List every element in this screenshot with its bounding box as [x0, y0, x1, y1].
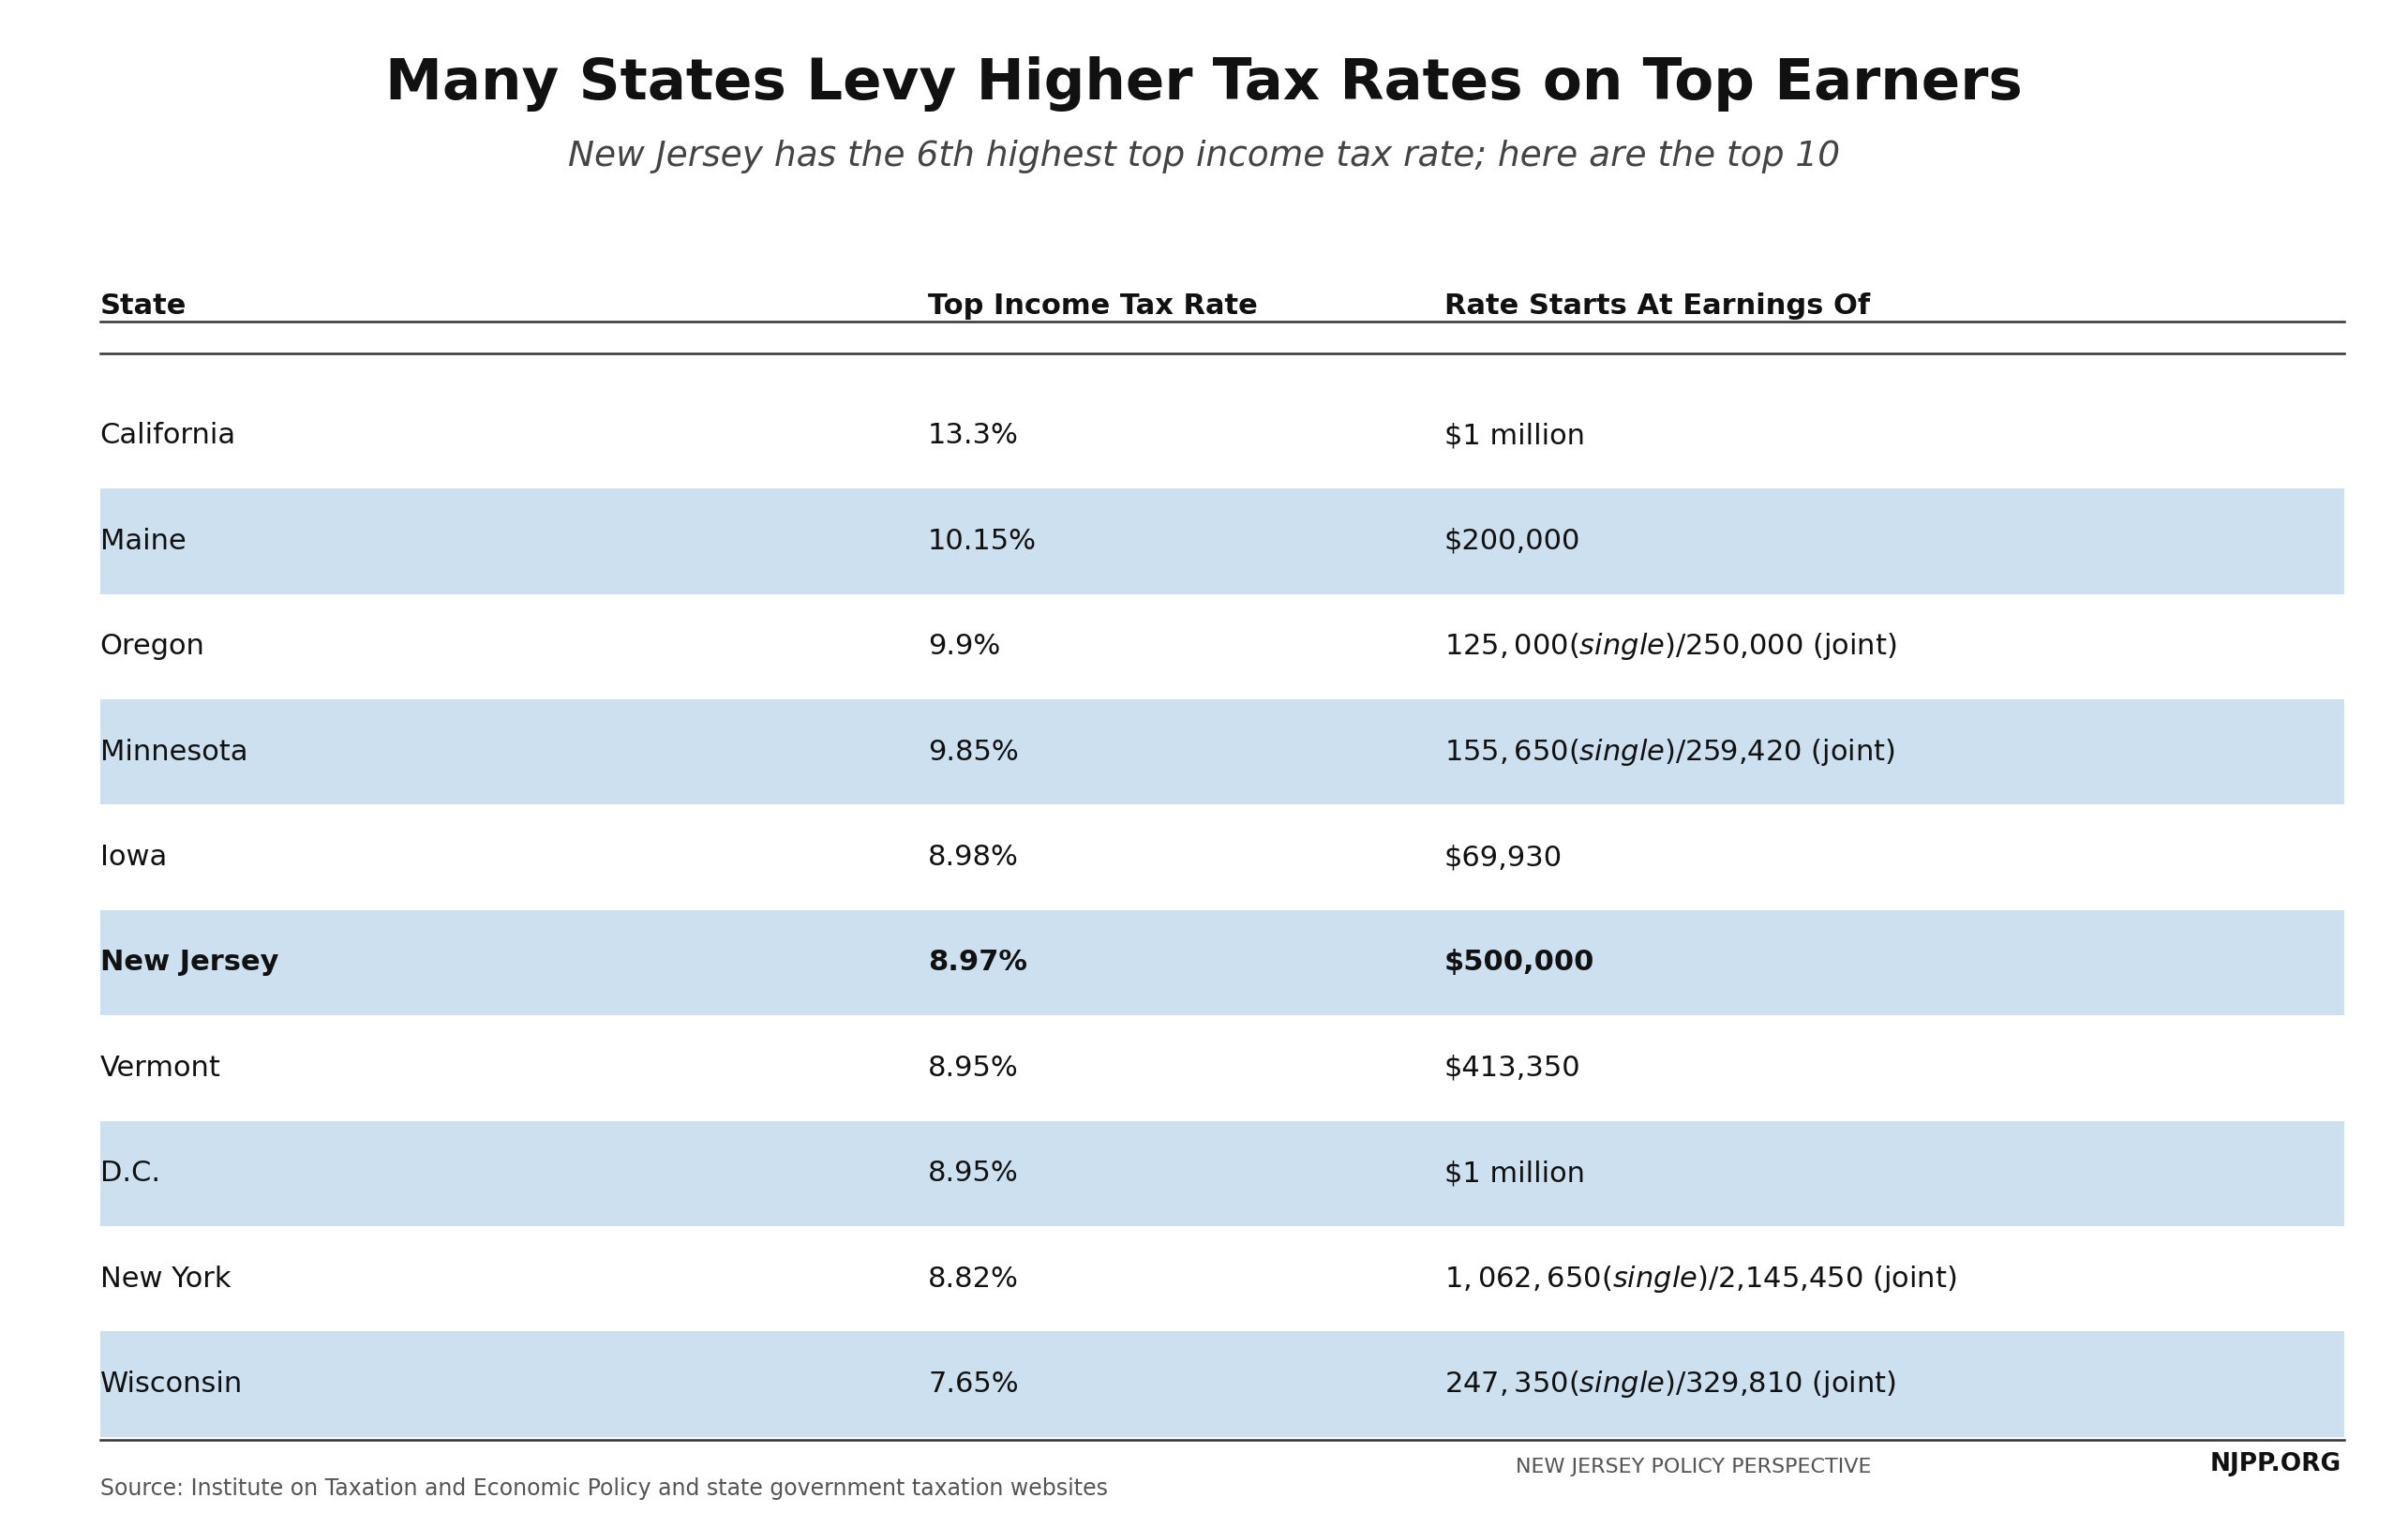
- Text: $1 million: $1 million: [1445, 1160, 1584, 1188]
- FancyBboxPatch shape: [99, 1121, 2343, 1226]
- Text: D.C.: D.C.: [99, 1160, 159, 1188]
- Text: New York: New York: [99, 1265, 231, 1292]
- FancyBboxPatch shape: [99, 489, 2343, 595]
- Text: New Jersey: New Jersey: [99, 949, 279, 976]
- Text: State: State: [99, 294, 185, 319]
- Text: $247,350 (single)/$329,810 (joint): $247,350 (single)/$329,810 (joint): [1445, 1369, 1895, 1400]
- Text: 8.82%: 8.82%: [927, 1265, 1019, 1292]
- Text: California: California: [99, 422, 236, 449]
- Text: 8.95%: 8.95%: [927, 1055, 1019, 1082]
- FancyBboxPatch shape: [99, 1331, 2343, 1437]
- Text: $125,000 (single)/$250,000 (joint): $125,000 (single)/$250,000 (joint): [1445, 631, 1895, 663]
- Text: NEW JERSEY POLICY PERSPECTIVE: NEW JERSEY POLICY PERSPECTIVE: [1517, 1457, 1871, 1477]
- Text: Top Income Tax Rate: Top Income Tax Rate: [927, 294, 1257, 319]
- Text: NJPP.ORG: NJPP.ORG: [2211, 1451, 2341, 1477]
- Text: 9.9%: 9.9%: [927, 632, 999, 660]
- Text: Maine: Maine: [99, 528, 185, 555]
- Text: 8.97%: 8.97%: [927, 949, 1028, 976]
- Text: Rate Starts At Earnings Of: Rate Starts At Earnings Of: [1445, 294, 1869, 319]
- Text: Many States Levy Higher Tax Rates on Top Earners: Many States Levy Higher Tax Rates on Top…: [385, 56, 2023, 112]
- Text: $1,062,650 (single)/$2,145,450 (joint): $1,062,650 (single)/$2,145,450 (joint): [1445, 1263, 1955, 1294]
- Text: $413,350: $413,350: [1445, 1055, 1580, 1082]
- Text: $200,000: $200,000: [1445, 528, 1580, 555]
- Text: 8.98%: 8.98%: [927, 844, 1019, 871]
- Text: $1 million: $1 million: [1445, 422, 1584, 449]
- Text: Iowa: Iowa: [99, 844, 166, 871]
- Text: Vermont: Vermont: [99, 1055, 222, 1082]
- Text: New Jersey has the 6th highest top income tax rate; here are the top 10: New Jersey has the 6th highest top incom…: [568, 139, 1840, 172]
- Text: Minnesota: Minnesota: [99, 738, 248, 766]
- Text: 9.85%: 9.85%: [927, 738, 1019, 766]
- Text: 8.95%: 8.95%: [927, 1160, 1019, 1188]
- FancyBboxPatch shape: [99, 699, 2343, 805]
- Text: $155,650 (single)/$259,420 (joint): $155,650 (single)/$259,420 (joint): [1445, 737, 1895, 767]
- FancyBboxPatch shape: [99, 909, 2343, 1015]
- Text: Oregon: Oregon: [99, 632, 205, 660]
- Text: 13.3%: 13.3%: [927, 422, 1019, 449]
- Text: $69,930: $69,930: [1445, 844, 1563, 871]
- Text: Source: Institute on Taxation and Economic Policy and state government taxation : Source: Institute on Taxation and Econom…: [99, 1478, 1108, 1499]
- Text: Wisconsin: Wisconsin: [99, 1371, 243, 1398]
- Text: $500,000: $500,000: [1445, 949, 1594, 976]
- Text: 10.15%: 10.15%: [927, 528, 1038, 555]
- Text: 7.65%: 7.65%: [927, 1371, 1019, 1398]
